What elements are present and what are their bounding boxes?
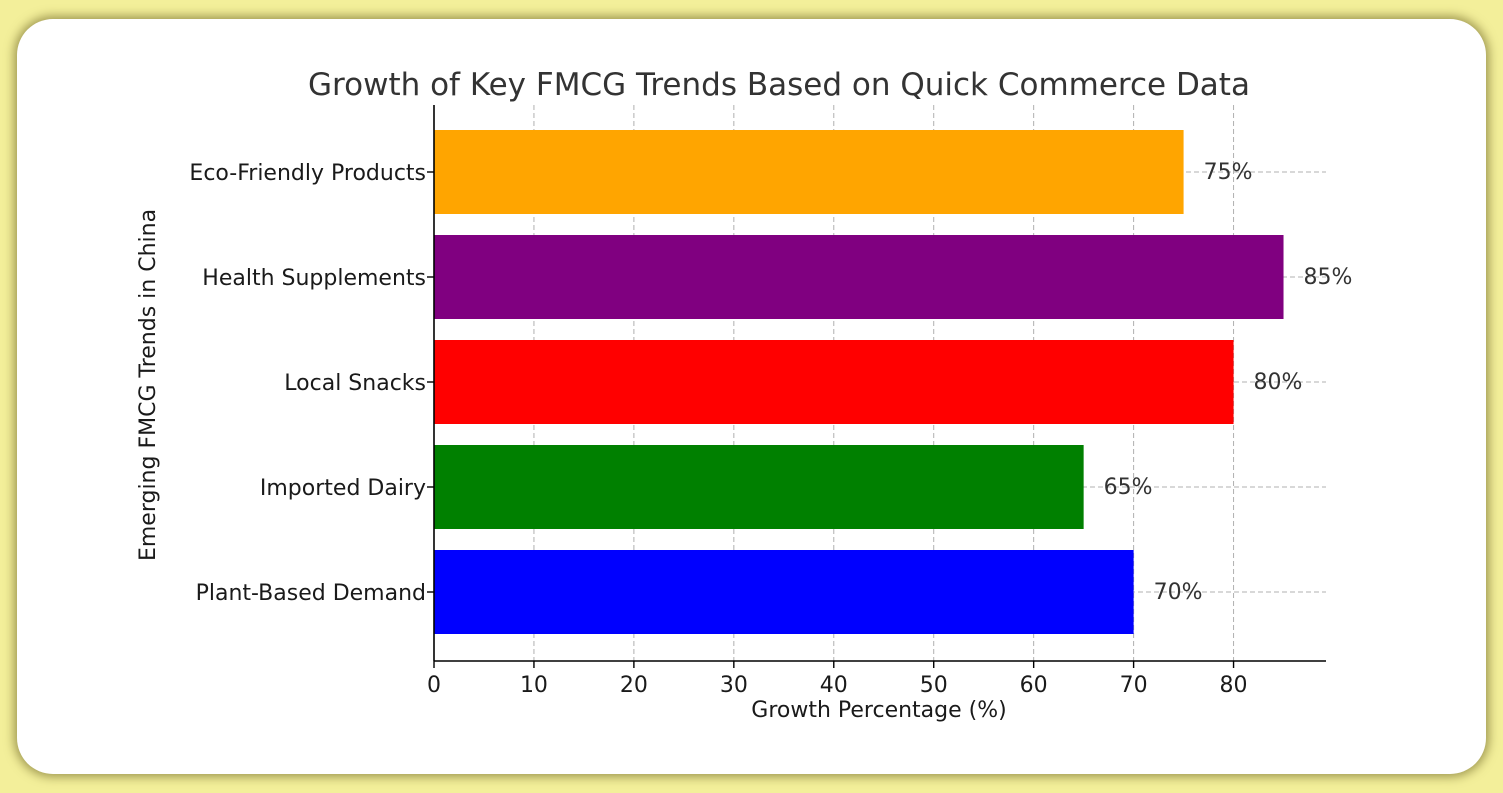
y-axis-label: Emerging FMCG Trends in China <box>136 209 161 561</box>
value-labels: 70% 65% 80% 85% 75% <box>1104 160 1353 605</box>
x-tick-label: 60 <box>1020 673 1048 698</box>
bar-local-snacks <box>434 340 1234 424</box>
chart-card: 0 10 20 30 40 50 60 70 80 Plant-Based Demand Impor… <box>17 19 1486 774</box>
bar-chart: 0 10 20 30 40 50 60 70 80 Plant-Based Demand Impor… <box>136 67 1353 723</box>
x-tick-label: 20 <box>620 673 648 698</box>
bar-eco-friendly-products <box>434 130 1184 214</box>
value-label: 70% <box>1154 580 1203 605</box>
value-label: 80% <box>1254 370 1303 395</box>
chart-title: Growth of Key FMCG Trends Based on Quick… <box>308 67 1250 103</box>
x-tick-label: 50 <box>920 673 948 698</box>
bars <box>434 130 1284 634</box>
value-label: 65% <box>1104 475 1153 500</box>
axes <box>433 105 1326 662</box>
y-tick-label: Imported Dairy <box>260 476 426 501</box>
x-tick-label: 40 <box>820 673 848 698</box>
y-tick-label: Eco-Friendly Products <box>189 161 426 186</box>
y-tick-label: Plant-Based Demand <box>196 581 426 606</box>
y-tick-label: Health Supplements <box>202 266 426 291</box>
x-tick-label: 10 <box>520 673 548 698</box>
bar-health-supplements <box>434 235 1284 319</box>
value-label: 75% <box>1204 160 1253 185</box>
y-tick-label: Local Snacks <box>284 371 426 396</box>
bar-plant-based-demand <box>434 550 1134 634</box>
value-label: 85% <box>1304 265 1353 290</box>
x-axis-label: Growth Percentage (%) <box>751 698 1006 723</box>
x-tick-label: 30 <box>720 673 748 698</box>
x-tick-label: 80 <box>1220 673 1248 698</box>
bar-imported-dairy <box>434 445 1084 529</box>
x-tick-label: 70 <box>1120 673 1148 698</box>
x-tick-label: 0 <box>427 673 441 698</box>
ticks: 0 10 20 30 40 50 60 70 80 Plant-Based Demand Impor… <box>189 161 1247 698</box>
